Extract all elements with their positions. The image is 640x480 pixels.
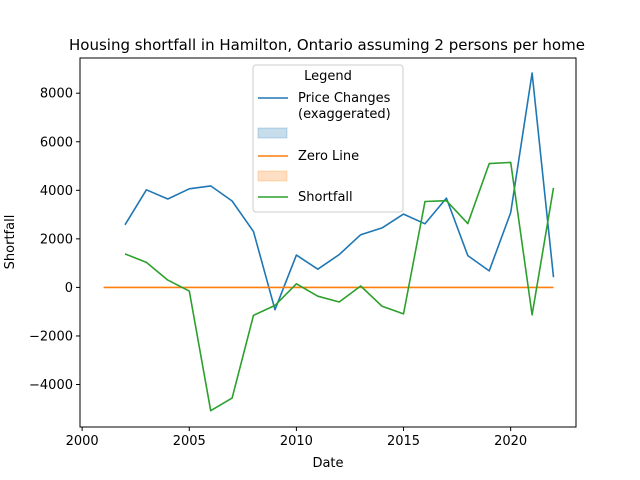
plot-series [103, 72, 555, 412]
x-tick-label: 2005 [173, 434, 206, 449]
y-tick-label: 4000 [40, 184, 73, 199]
legend-label-4: Shortfall [298, 190, 353, 205]
y-tick-label: 0 [65, 281, 73, 296]
y-axis-title: Shortfall [3, 215, 18, 270]
legend-box [252, 64, 404, 213]
y-tick-label: −2000 [29, 329, 73, 344]
legend-title: Legend [304, 69, 352, 84]
plot-area-frame [79, 57, 577, 428]
legend-swatch-patch-1 [257, 127, 288, 139]
y-axis: −4000 −2000 0 2000 4000 6000 8000 [29, 87, 80, 393]
x-tick-label: 2020 [494, 434, 527, 449]
y-tick-label: 2000 [40, 232, 73, 247]
legend-swatch-patch-3 [257, 170, 288, 182]
x-tick-label: 2010 [280, 434, 313, 449]
y-tick-label: 6000 [40, 135, 73, 150]
x-axis-title: Date [312, 456, 343, 471]
y-tick-label: −4000 [29, 378, 73, 393]
legend-label-2: Zero Line [298, 149, 359, 164]
series-line-0 [124, 72, 555, 311]
x-axis: 2000 2005 2010 2015 2020 [66, 427, 527, 449]
y-tick-label: 8000 [40, 87, 73, 102]
x-tick-label: 2015 [387, 434, 420, 449]
series-line-2 [124, 161, 555, 412]
chart-title: Housing shortfall in Hamilton, Ontario a… [69, 36, 585, 54]
x-tick-label: 2000 [66, 434, 99, 449]
legend: Legend Price Changes (exaggerated) Zero Lin… [252, 64, 404, 213]
legend-label-0: Price Changes (exaggerated) [298, 91, 391, 122]
